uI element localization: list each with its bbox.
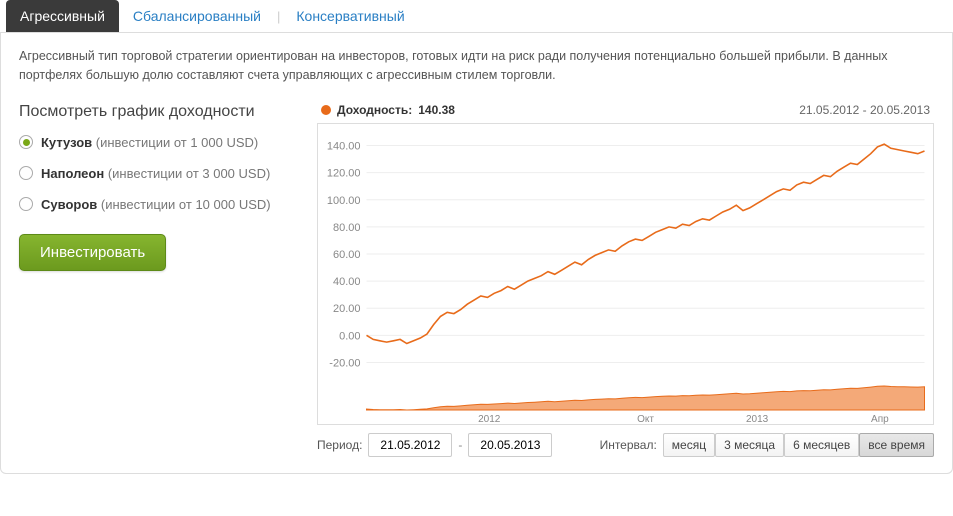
invest-button[interactable]: Инвестировать	[19, 234, 166, 271]
interval-controls: Интервал: месяц3 месяца6 месяцеввсе врем…	[600, 433, 934, 457]
tab-1[interactable]: Сбалансированный	[119, 0, 275, 32]
svg-text:60.00: 60.00	[333, 249, 361, 261]
strategy-description: Агрессивный тип торговой стратегии ориен…	[19, 47, 934, 85]
legend-dot-icon	[321, 105, 331, 115]
legend-series-name: Доходность:	[337, 103, 412, 117]
chart-container: -20.00 0.00 20.00 40.00 60.00 80.00 100.00 120.…	[317, 123, 934, 425]
portfolio-option-2[interactable]: Суворов (инвестиции от 10 000 USD)	[19, 197, 299, 212]
svg-text:Апр: Апр	[871, 414, 889, 424]
period-label: Период:	[317, 438, 362, 452]
svg-text:2013: 2013	[746, 414, 769, 424]
tab-separator: |	[275, 9, 282, 24]
date-from-input[interactable]	[368, 433, 452, 457]
radio-icon	[19, 135, 33, 149]
interval-btn-1[interactable]: 3 месяца	[715, 433, 784, 457]
tab-0[interactable]: Агрессивный	[6, 0, 119, 32]
interval-btn-0[interactable]: месяц	[663, 433, 715, 457]
main-chart[interactable]: -20.00 0.00 20.00 40.00 60.00 80.00 100.00 120.…	[318, 124, 933, 384]
svg-text:Окт: Окт	[637, 414, 654, 424]
portfolio-option-label: Кутузов (инвестиции от 1 000 USD)	[41, 135, 258, 150]
svg-text:140.00: 140.00	[327, 140, 361, 152]
radio-icon	[19, 197, 33, 211]
radio-icon	[19, 166, 33, 180]
portfolio-option-label: Наполеон (инвестиции от 3 000 USD)	[41, 166, 270, 181]
chart-footer: Период: - Интервал: месяц3 месяца6 месяц…	[317, 433, 934, 457]
chart-legend: Доходность: 140.38	[321, 103, 455, 117]
strategy-tabs: АгрессивныйСбалансированный|Консервативн…	[0, 0, 953, 33]
date-to-input[interactable]	[468, 433, 552, 457]
interval-btn-2[interactable]: 6 месяцев	[784, 433, 859, 457]
interval-btn-3[interactable]: все время	[859, 433, 934, 457]
main-panel: Агрессивный тип торговой стратегии ориен…	[0, 33, 953, 474]
chart-date-range: 21.05.2012 - 20.05.2013	[799, 103, 930, 117]
svg-text:120.00: 120.00	[327, 167, 361, 179]
portfolio-option-1[interactable]: Наполеон (инвестиции от 3 000 USD)	[19, 166, 299, 181]
tab-2[interactable]: Консервативный	[282, 0, 418, 32]
interval-label: Интервал:	[600, 438, 657, 452]
svg-text:80.00: 80.00	[333, 221, 361, 233]
chart-picker-heading: Посмотреть график доходности	[19, 103, 299, 121]
svg-text:100.00: 100.00	[327, 194, 361, 206]
legend-series-value: 140.38	[418, 103, 455, 117]
svg-text:-20.00: -20.00	[329, 357, 360, 369]
svg-text:40.00: 40.00	[333, 276, 361, 288]
range-brush-chart[interactable]: 2012 Окт 2013 Апр	[318, 384, 933, 424]
svg-text:0.00: 0.00	[339, 330, 360, 342]
svg-text:2012: 2012	[478, 414, 501, 424]
portfolio-option-label: Суворов (инвестиции от 10 000 USD)	[41, 197, 271, 212]
period-controls: Период: -	[317, 433, 552, 457]
svg-text:20.00: 20.00	[333, 303, 361, 315]
content-row: Посмотреть график доходности Кутузов (ин…	[19, 103, 934, 457]
date-sep: -	[458, 438, 462, 452]
left-column: Посмотреть график доходности Кутузов (ин…	[19, 103, 299, 457]
portfolio-option-0[interactable]: Кутузов (инвестиции от 1 000 USD)	[19, 135, 299, 150]
right-column: Доходность: 140.38 21.05.2012 - 20.05.20…	[317, 103, 934, 457]
chart-header: Доходность: 140.38 21.05.2012 - 20.05.20…	[317, 103, 934, 117]
